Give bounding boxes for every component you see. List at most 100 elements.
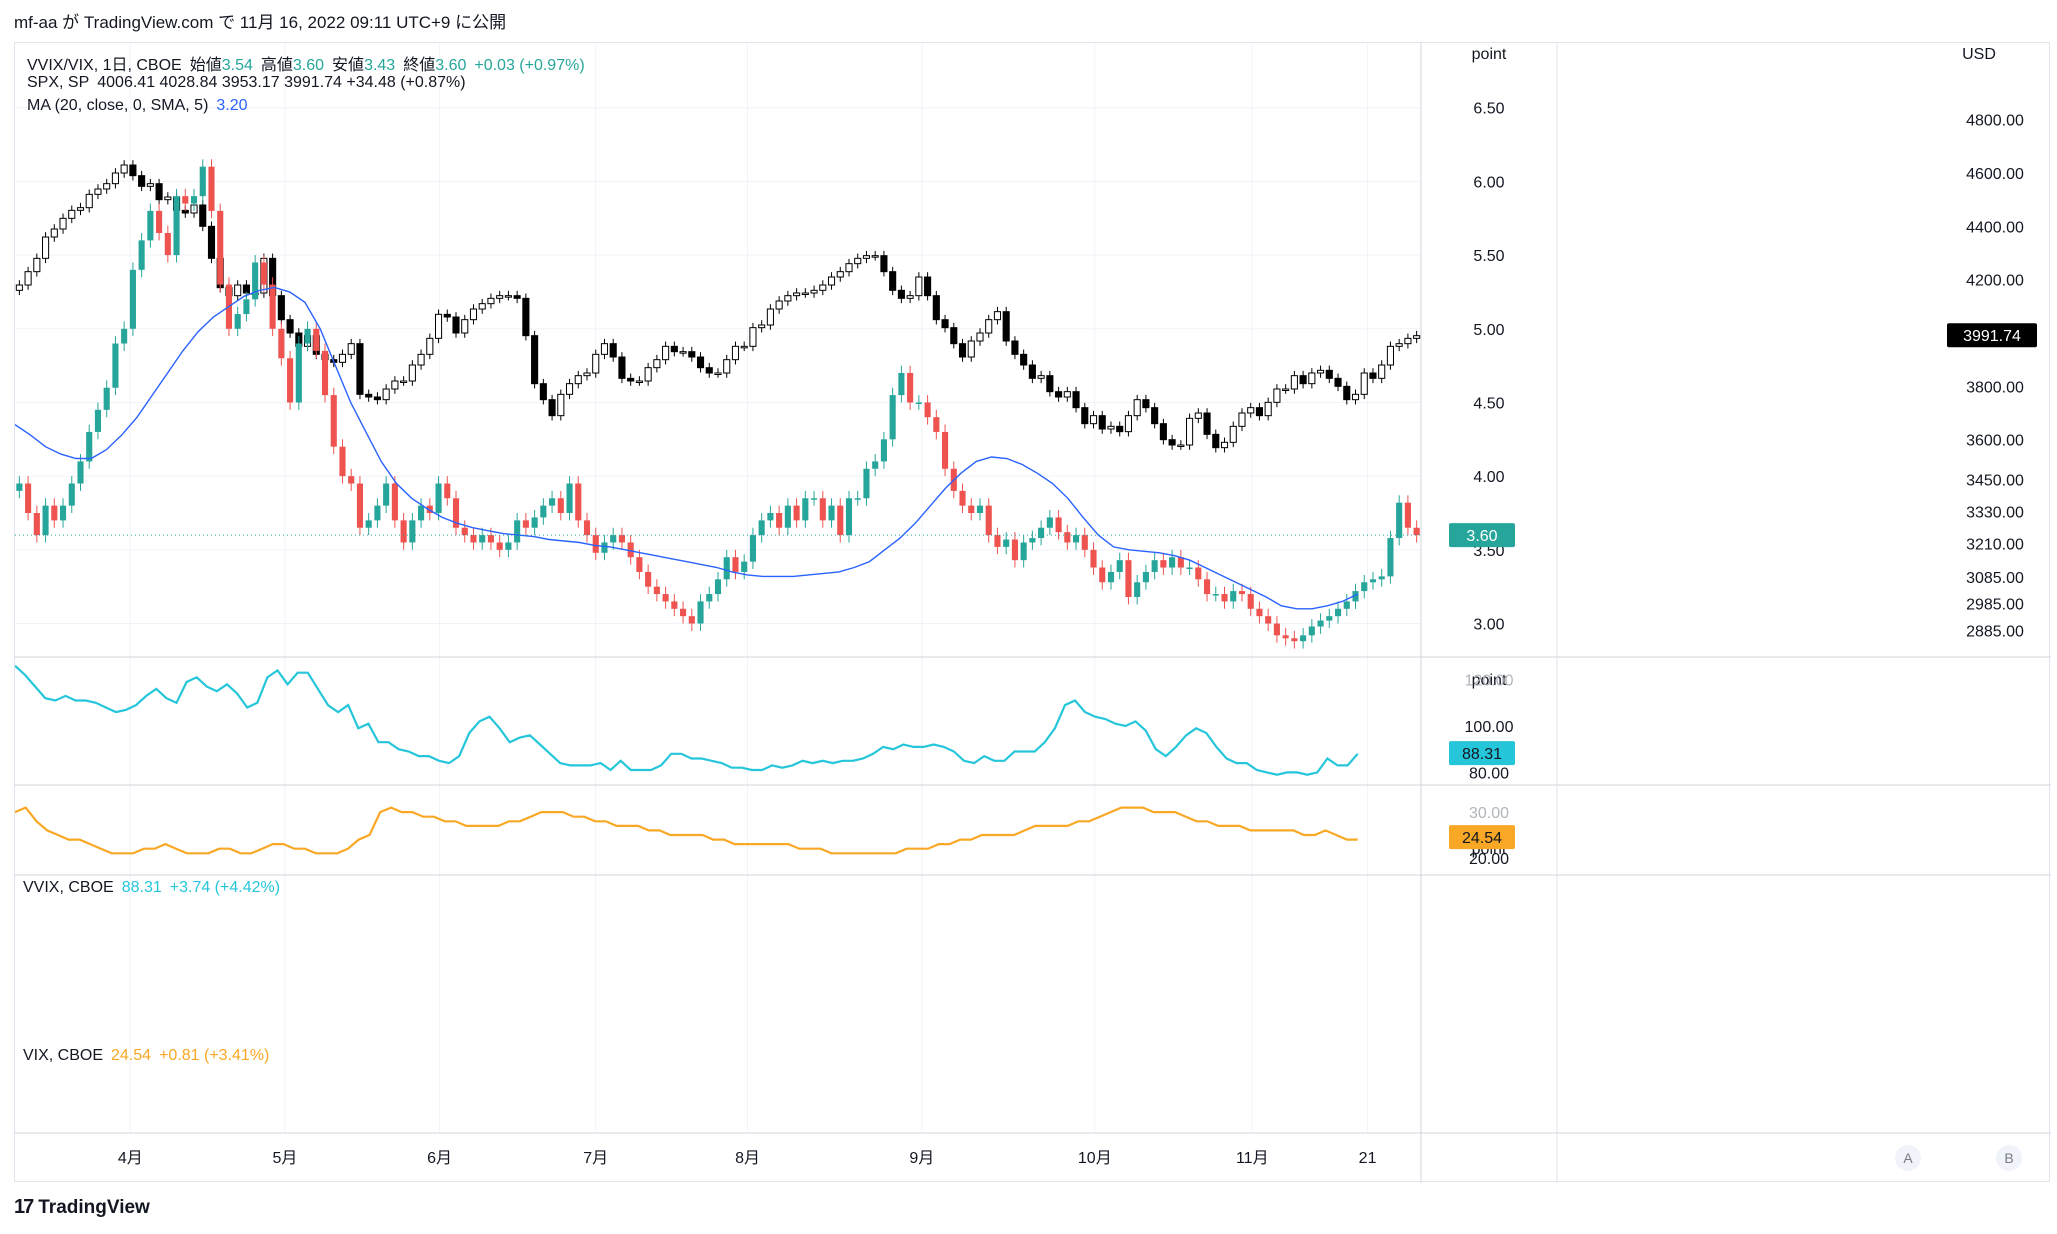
spx-candle-body [15, 284, 23, 291]
ratio-candle-body [1046, 517, 1053, 528]
spx-tick-label: 3085.00 [1966, 570, 2024, 587]
ratio-candle-body [863, 468, 870, 499]
ratio-candle-body [784, 505, 791, 528]
ratio-candle-body [330, 395, 337, 447]
ratio-tick-label: 5.50 [1473, 248, 1504, 265]
spx-candle-body [103, 183, 111, 190]
ratio-candle-body [566, 483, 573, 513]
ratio-candle-body [1413, 527, 1420, 536]
ratio-candle-body [837, 505, 844, 536]
legend-open-label: 始値 [189, 57, 222, 74]
legend-high-label: 高値 [260, 57, 293, 74]
spx-price-badge-bg [1947, 323, 2037, 348]
ratio-candle-body [444, 483, 451, 499]
legend-vix-change: +0.81 (+3.41%) [159, 1047, 270, 1064]
spx-candle-body [42, 236, 50, 259]
spx-candle-body [967, 340, 975, 358]
ratio-candle-body [1064, 532, 1071, 543]
spx-candle-body [461, 319, 469, 334]
legend-open-value: 3.54 [221, 57, 253, 74]
ratio-candle-body [68, 483, 75, 506]
spx-candle-body [1142, 399, 1150, 409]
time-axis-label: 11月 [1236, 1150, 1269, 1167]
spx-candle-body [522, 297, 530, 337]
spx-candle-body [1072, 391, 1080, 409]
spx-candle-body [819, 284, 827, 291]
spx-candle-body [1247, 407, 1255, 414]
time-axis-label: 9月 [909, 1150, 934, 1167]
ratio-candle-body [1107, 571, 1115, 583]
spx-candle-body [1063, 391, 1071, 398]
ratio-candle-body [1020, 542, 1027, 561]
vix-line [15, 806, 1358, 855]
ratio-candle-body [1116, 560, 1123, 572]
spx-candle-body [1378, 364, 1386, 379]
time-axis-label: 5月 [272, 1150, 297, 1167]
spx-candle-body [609, 343, 617, 358]
ratio-tick-label: 5.00 [1473, 322, 1504, 339]
spx-tick-label: 3800.00 [1966, 379, 2024, 396]
spx-candle-body [1107, 425, 1115, 430]
ratio-candle-body [671, 601, 678, 609]
spx-candle-body [277, 295, 285, 321]
legend-vvix-symbol: VVIX, CBOE [23, 879, 114, 896]
ratio-candle-body [1387, 538, 1394, 577]
spx-candle-body [1404, 337, 1412, 345]
ratio-candle-body [1230, 591, 1237, 602]
ratio-candle-body [811, 498, 818, 500]
ratio-candle-body [147, 210, 154, 241]
footer-brand-text: TradingView [38, 1196, 150, 1218]
spx-candle-body [600, 343, 609, 355]
spx-candle-body [286, 319, 294, 334]
axis-auto-button[interactable]: A [1895, 1145, 1921, 1171]
spx-candle-body [120, 164, 128, 174]
spx-candle-body [679, 351, 687, 354]
ratio-candle-body [234, 314, 241, 329]
ratio-candle-body [627, 542, 634, 558]
ratio-candle-body [776, 513, 783, 528]
spx-candle-body [408, 364, 416, 382]
spx-candle-body [129, 164, 137, 177]
spx-candle-body [862, 255, 871, 259]
vvix-tick-label: 80.00 [1469, 765, 1509, 782]
legend-vix-value: 24.54 [111, 1047, 152, 1064]
ratio-price-badge: 3.60 [1466, 528, 1497, 545]
chart-canvas[interactable]: point USDpointpoint6.506.005.505.004.504.… [15, 43, 2051, 1183]
spx-candle-body [871, 255, 879, 258]
ratio-candle-body [1326, 616, 1333, 621]
spx-candle-body [696, 356, 705, 369]
ratio-candle-body [138, 240, 145, 270]
ratio-candle-body [86, 431, 93, 462]
ratio-candle-body [1256, 608, 1263, 617]
ratio-candle-body [1142, 571, 1149, 583]
spx-candle-body [1011, 340, 1019, 355]
spx-candle-body [889, 271, 897, 291]
spx-candle-body [723, 359, 731, 374]
ratio-candle-body [915, 402, 922, 404]
spx-candle-body [985, 319, 993, 334]
axis-b-button[interactable]: B [1996, 1145, 2022, 1171]
ratio-candle-body [156, 210, 163, 233]
ratio-candle-body [1186, 567, 1193, 570]
ratio-candle-body [889, 395, 896, 440]
spx-candle-body [897, 289, 905, 299]
spx-candle-body [400, 380, 408, 383]
legend-ma-label: MA (20, close, 0, SMA, 5) [27, 97, 209, 114]
spx-candle-body [1116, 425, 1124, 433]
spx-candle-body [635, 380, 643, 383]
spx-candle-body [164, 196, 172, 201]
spx-candle-body [583, 372, 591, 377]
ratio-candle-body [985, 505, 992, 536]
vvix-price-badge-bg [1449, 741, 1515, 766]
ratio-candle-body [767, 513, 774, 521]
spx-candle-body [1395, 343, 1403, 347]
time-axis-label: 6月 [427, 1150, 452, 1167]
ratio-candle-body [924, 402, 931, 418]
spx-candle-body [1413, 335, 1421, 339]
ratio-candle-body [42, 505, 49, 536]
spx-candle-body [68, 209, 76, 219]
legend-vvix: VVIX, CBOE 88.31 +3.74 (+4.42%) [23, 879, 288, 897]
ratio-candle-body [1090, 549, 1097, 568]
legend-spx: SPX, SP 4006.41 4028.84 3953.17 3991.74 +… [27, 74, 474, 92]
time-axis-label: 21 [1359, 1150, 1377, 1167]
